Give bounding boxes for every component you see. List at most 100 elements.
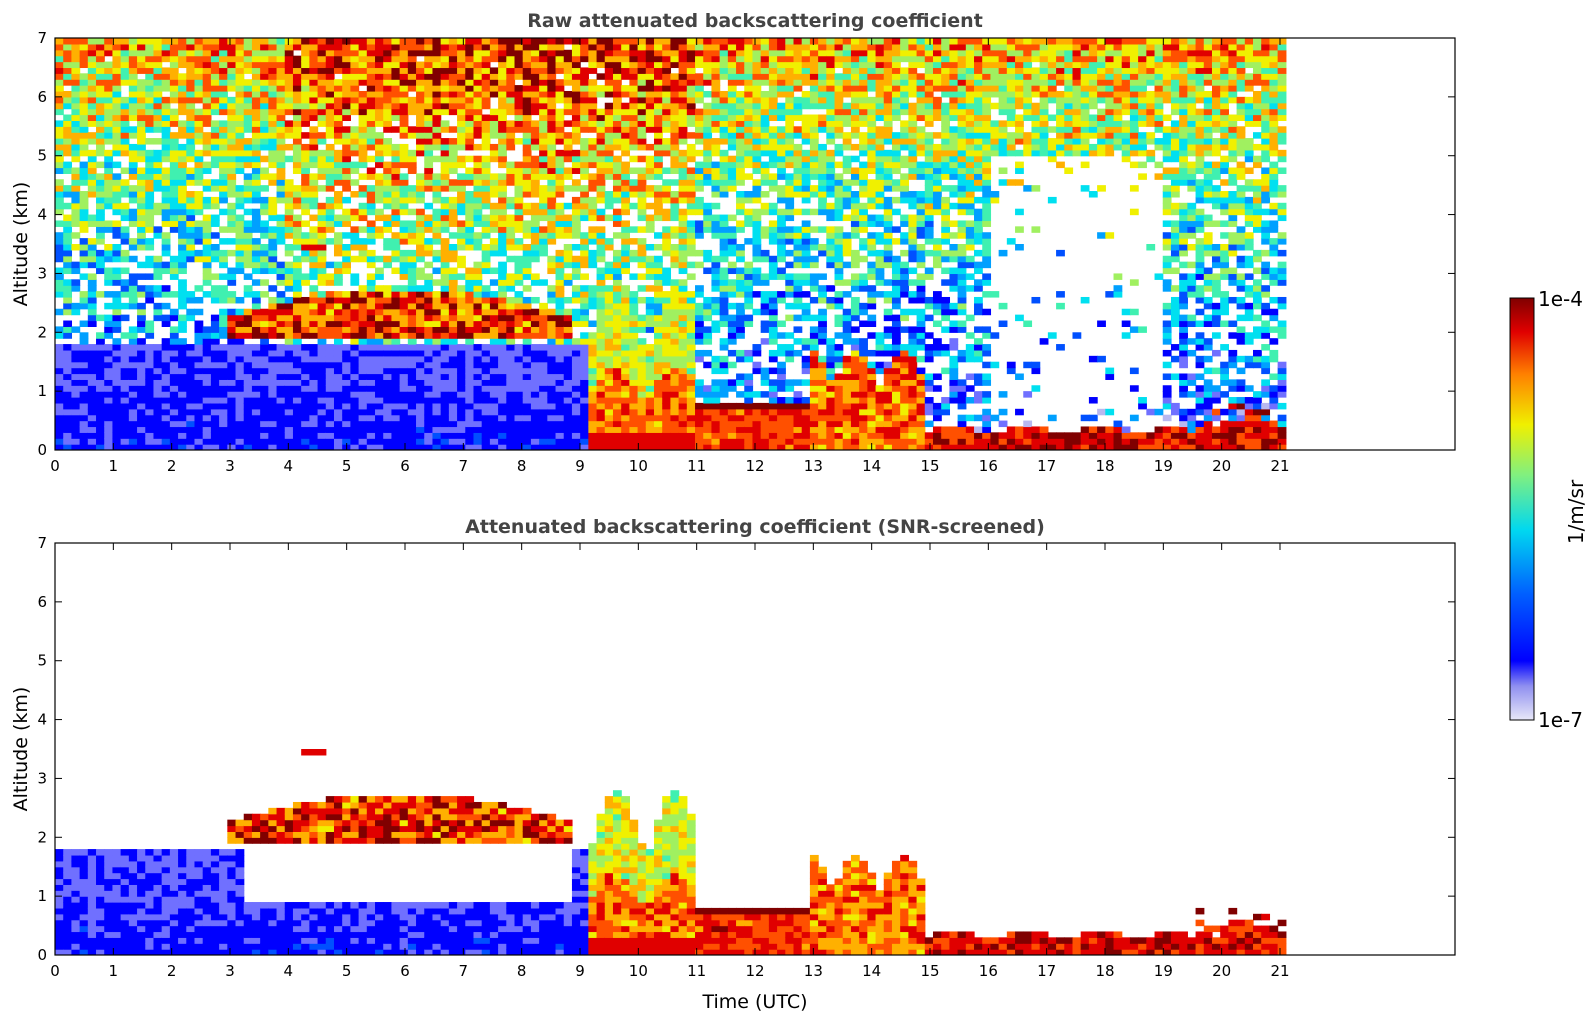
heatmap-cell [555, 114, 565, 121]
heatmap-cell [260, 79, 269, 86]
heatmap-cell [71, 344, 81, 351]
heatmap-cell [210, 367, 220, 375]
heatmap-cell [235, 244, 245, 251]
heatmap-cell [563, 349, 573, 357]
heatmap-cell [137, 191, 146, 198]
heatmap-cell [227, 132, 237, 139]
heatmap-cell [440, 249, 450, 257]
heatmap-cell [145, 296, 155, 304]
heatmap-cell [645, 79, 655, 86]
heatmap-cell [243, 379, 253, 386]
heatmap-cell [637, 102, 647, 110]
heatmap-cell [169, 220, 179, 227]
heatmap-cell [317, 308, 327, 316]
heatmap-cell [539, 73, 548, 80]
heatmap-cell [621, 220, 630, 227]
heatmap-cell [604, 120, 614, 127]
heatmap-cell [128, 367, 138, 375]
heatmap-cell [498, 367, 507, 375]
heatmap-cell [621, 249, 630, 257]
heatmap-cell [186, 96, 196, 104]
heatmap-cell [219, 185, 228, 192]
heatmap-cell [448, 291, 458, 298]
heatmap-cell [260, 143, 269, 151]
heatmap-cell [580, 308, 589, 316]
heatmap-cell [621, 102, 630, 110]
heatmap-cell [276, 132, 286, 139]
heatmap-cell [79, 132, 89, 139]
heatmap-cell [219, 385, 228, 392]
heatmap-cell [703, 208, 713, 216]
heatmap-cell [604, 273, 614, 280]
heatmap-cell [596, 249, 606, 257]
heatmap-cell [301, 120, 310, 127]
heatmap-cell [260, 320, 269, 327]
heatmap-cell [268, 391, 278, 398]
heatmap-cell [292, 438, 302, 445]
heatmap-cell [539, 61, 548, 69]
heatmap-cell [333, 438, 343, 445]
heatmap-cell [137, 202, 146, 210]
heatmap-cell [227, 185, 237, 192]
heatmap-cell [309, 244, 319, 251]
heatmap-cell [514, 414, 524, 422]
heatmap-cell [235, 426, 245, 433]
heatmap-cell [186, 38, 196, 45]
heatmap-cell [481, 349, 491, 357]
heatmap-cell [407, 155, 417, 163]
heatmap-cell [489, 120, 499, 127]
heatmap-cell [227, 414, 237, 422]
heatmap-cell [317, 367, 327, 375]
heatmap-cell [268, 202, 278, 210]
heatmap-cell [522, 349, 532, 357]
heatmap-cell [547, 120, 557, 127]
heatmap-cell [243, 196, 253, 204]
heatmap-cell [317, 79, 327, 86]
heatmap-cell [645, 143, 655, 151]
heatmap-cell [210, 373, 220, 380]
heatmap-cell [79, 438, 89, 445]
heatmap-cell [555, 255, 565, 263]
heatmap-cell [580, 67, 589, 74]
heatmap-cell [629, 296, 639, 304]
heatmap-cell [284, 220, 294, 227]
heatmap-cell [719, 132, 729, 139]
heatmap-cell [227, 326, 237, 333]
heatmap-cell [596, 291, 606, 298]
heatmap-cell [333, 426, 343, 433]
heatmap-cell [670, 226, 680, 233]
heatmap-cell [317, 161, 327, 169]
heatmap-cell [71, 426, 81, 433]
heatmap-cell [350, 379, 360, 386]
heatmap-cell [128, 214, 138, 222]
heatmap-cell [375, 426, 384, 433]
heatmap-cell [178, 179, 187, 186]
heatmap-cell [391, 426, 401, 433]
heatmap-cell [440, 202, 450, 210]
heatmap-cell [194, 338, 204, 345]
heatmap-cell [489, 326, 499, 333]
heatmap-cell [391, 208, 401, 216]
heatmap-cell [448, 73, 458, 80]
heatmap-cell [358, 132, 368, 139]
heatmap-cell [325, 114, 335, 121]
heatmap-cell [514, 361, 524, 369]
heatmap-cell [366, 349, 376, 357]
heatmap-cell [186, 385, 196, 392]
heatmap-cell [366, 55, 376, 63]
heatmap-cell [678, 102, 688, 110]
heatmap-cell [407, 296, 417, 304]
heatmap-cell [596, 49, 606, 57]
heatmap-cell [654, 391, 663, 398]
heatmap-cell [596, 155, 606, 163]
heatmap-cell [621, 73, 630, 80]
heatmap-cell [375, 185, 384, 192]
heatmap-cell [711, 191, 721, 198]
heatmap-cell [55, 49, 64, 57]
heatmap-cell [383, 49, 393, 57]
heatmap-cell [670, 255, 680, 263]
heatmap-cell [448, 408, 458, 416]
heatmap-cell [489, 302, 499, 310]
heatmap-cell [358, 214, 368, 222]
heatmap-cell [169, 373, 179, 380]
